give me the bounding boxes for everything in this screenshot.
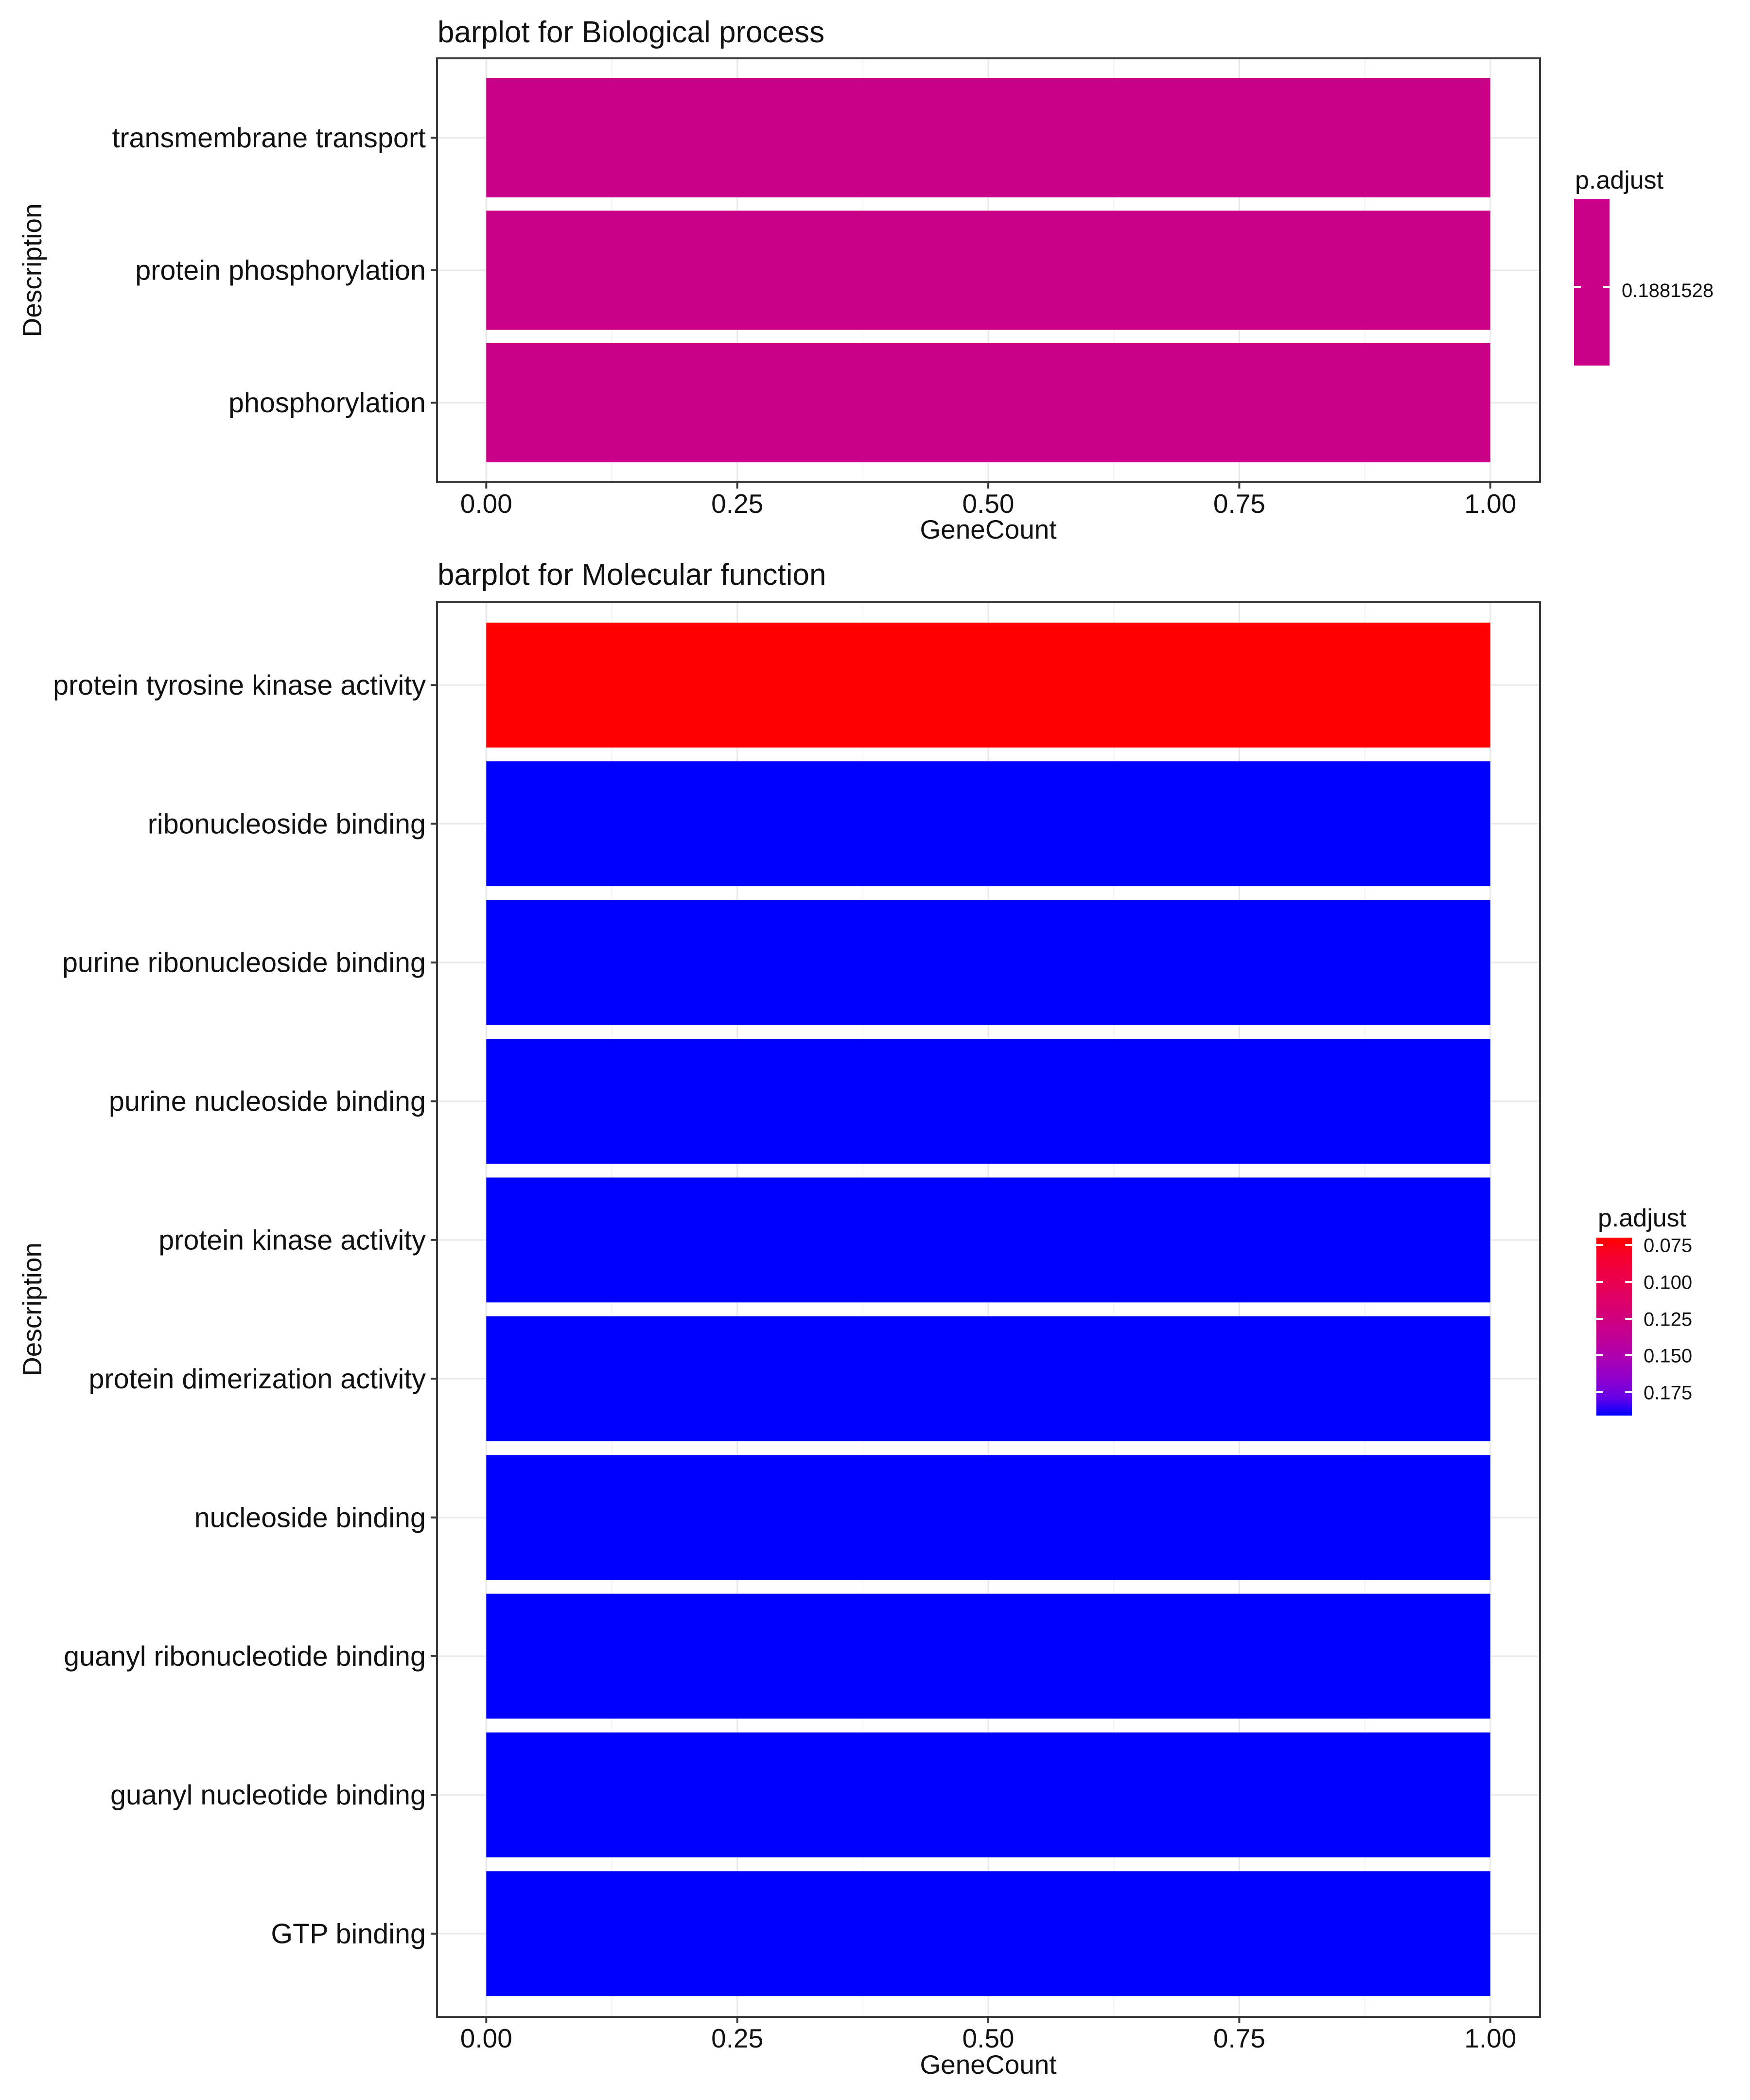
svg-text:0.00: 0.00 (460, 489, 512, 519)
svg-text:1.00: 1.00 (1464, 489, 1516, 519)
svg-text:0.75: 0.75 (1213, 2023, 1265, 2053)
svg-text:protein phosphorylation: protein phosphorylation (135, 255, 426, 286)
svg-text:p.adjust: p.adjust (1575, 166, 1664, 194)
svg-text:protein kinase activity: protein kinase activity (158, 1225, 426, 1256)
svg-text:0.25: 0.25 (711, 489, 763, 519)
svg-text:Description: Description (17, 203, 47, 337)
svg-text:protein tyrosine kinase activi: protein tyrosine kinase activity (53, 670, 426, 701)
svg-text:0.175: 0.175 (1644, 1382, 1692, 1404)
svg-text:GTP binding: GTP binding (271, 1919, 426, 1950)
svg-text:0.150: 0.150 (1644, 1346, 1692, 1367)
svg-text:GeneCount: GeneCount (920, 2049, 1056, 2080)
svg-text:1.00: 1.00 (1464, 2023, 1516, 2053)
svg-text:barplot for Biological process: barplot for Biological process (438, 16, 824, 49)
svg-text:0.1881528: 0.1881528 (1622, 280, 1714, 301)
svg-text:nucleoside binding: nucleoside binding (194, 1502, 426, 1533)
svg-text:0.50: 0.50 (962, 489, 1014, 519)
svg-text:ribonucleoside binding: ribonucleoside binding (148, 808, 426, 840)
svg-text:0.50: 0.50 (962, 2023, 1014, 2053)
svg-text:0.125: 0.125 (1644, 1309, 1692, 1330)
svg-text:purine nucleoside binding: purine nucleoside binding (109, 1086, 426, 1117)
svg-text:0.100: 0.100 (1644, 1272, 1692, 1294)
svg-text:p.adjust: p.adjust (1598, 1204, 1687, 1232)
svg-text:transmembrane transport: transmembrane transport (112, 122, 426, 154)
svg-text:purine ribonucleoside binding: purine ribonucleoside binding (62, 947, 426, 979)
svg-text:guanyl nucleotide binding: guanyl nucleotide binding (110, 1780, 426, 1811)
svg-text:protein dimerization activity: protein dimerization activity (89, 1364, 426, 1395)
svg-text:GeneCount: GeneCount (920, 514, 1056, 544)
svg-text:0.75: 0.75 (1213, 489, 1265, 519)
svg-text:0.00: 0.00 (460, 2023, 512, 2053)
svg-text:barplot for Molecular function: barplot for Molecular function (438, 558, 826, 592)
svg-text:0.25: 0.25 (711, 2023, 763, 2053)
svg-text:0.075: 0.075 (1644, 1235, 1692, 1257)
svg-text:guanyl ribonucleotide binding: guanyl ribonucleotide binding (64, 1641, 426, 1672)
svg-text:phosphorylation: phosphorylation (228, 387, 426, 419)
svg-text:Description: Description (17, 1242, 47, 1376)
